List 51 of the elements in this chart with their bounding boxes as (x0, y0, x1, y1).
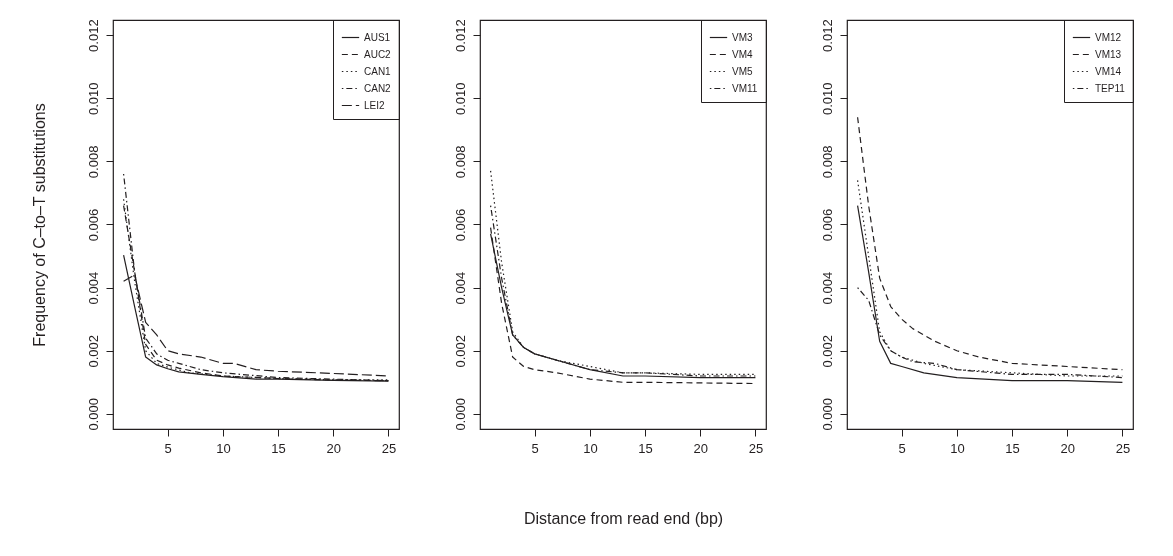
y-tick-label: 0.006 (819, 208, 835, 242)
legend-label: VM13 (1095, 48, 1122, 60)
legend-label: VM14 (1095, 65, 1122, 77)
x-tick-label: 15 (1005, 440, 1020, 456)
legend-label: AUS1 (364, 31, 391, 43)
x-tick-label: 25 (381, 440, 397, 456)
x-tick-label: 10 (950, 440, 965, 456)
legend-label: LEI2 (364, 99, 386, 111)
x-tick-label: 20 (693, 440, 708, 456)
y-tick-label: 0.010 (85, 82, 101, 116)
y-tick-label: 0.012 (85, 19, 101, 52)
y-tick-label: 0.002 (819, 334, 835, 368)
legend-label: VM3 (732, 31, 753, 43)
y-tick-label: 0.006 (452, 208, 468, 242)
x-tick-label: 5 (898, 440, 906, 456)
x-tick-label: 20 (326, 440, 341, 456)
x-tick-label: 25 (1115, 440, 1131, 456)
y-tick-label: 0.000 (452, 398, 468, 431)
x-tick-label: 15 (638, 440, 653, 456)
legend-label: CAN1 (364, 65, 392, 77)
y-tick-label: 0.008 (452, 145, 468, 179)
x-tick-label: 25 (748, 440, 764, 456)
y-tick-label: 0.010 (452, 82, 468, 116)
y-tick-label: 0.000 (85, 398, 101, 431)
y-tick-label: 0.008 (85, 145, 101, 179)
x-axis-title: Distance from read end (bp) (523, 509, 724, 527)
y-tick-label: 0.010 (819, 82, 835, 116)
x-tick-label: 20 (1060, 440, 1075, 456)
y-tick-label: 0.004 (452, 271, 468, 305)
legend-label: TEP11 (1095, 82, 1126, 94)
y-tick-label: 0.012 (819, 19, 835, 52)
x-tick-label: 5 (164, 440, 172, 456)
y-tick-label: 0.000 (819, 398, 835, 431)
y-tick-label: 0.004 (819, 271, 835, 305)
y-tick-label: 0.006 (85, 208, 101, 242)
legend-label: VM12 (1095, 31, 1122, 43)
y-axis-title: Frequency of C–to–T substitutions (30, 103, 48, 347)
y-tick-label: 0.002 (452, 334, 468, 368)
x-tick-label: 10 (583, 440, 598, 456)
y-tick-label: 0.012 (452, 19, 468, 52)
y-tick-label: 0.002 (85, 334, 101, 368)
legend-label: VM4 (732, 48, 753, 60)
x-tick-label: 10 (216, 440, 231, 456)
y-tick-label: 0.004 (85, 271, 101, 305)
legend-label: VM11 (732, 82, 758, 94)
y-tick-label: 0.008 (819, 145, 835, 179)
legend-label: AUC2 (364, 48, 392, 60)
x-tick-label: 5 (531, 440, 539, 456)
legend-label: VM5 (732, 65, 753, 77)
x-tick-label: 15 (271, 440, 286, 456)
legend-label: CAN2 (364, 82, 392, 94)
